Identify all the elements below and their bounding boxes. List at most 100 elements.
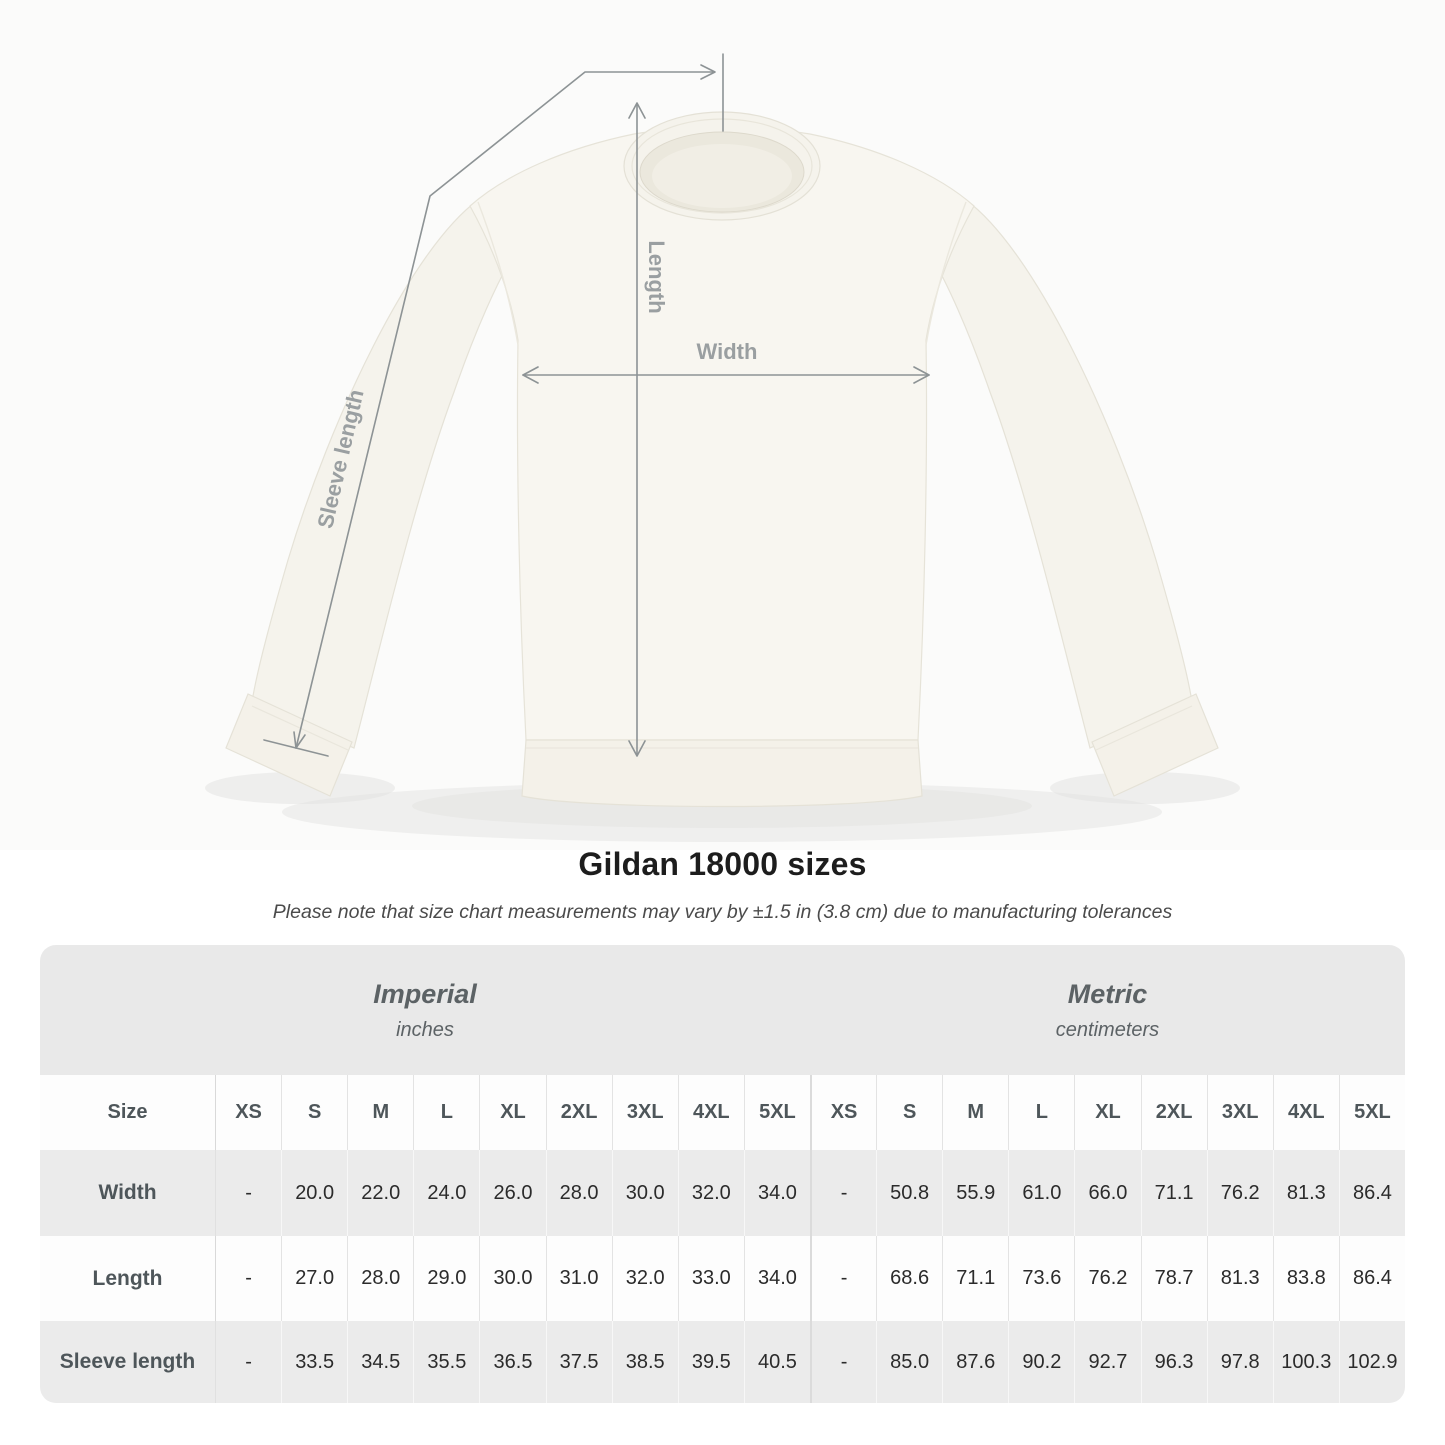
table-cell: 92.7: [1074, 1321, 1140, 1403]
size-col-header-imperial-m: M: [347, 1075, 413, 1150]
table-cell: 34.0: [743, 1150, 810, 1236]
right-cuff: [1091, 693, 1219, 797]
size-col-header-imperial-5xl: 5XL: [743, 1075, 810, 1150]
table-cell: 24.0: [413, 1150, 479, 1236]
table-cell: 32.0: [611, 1236, 678, 1321]
size-col-header-imperial-xs: XS: [215, 1075, 281, 1150]
table-cell: 37.5: [545, 1321, 612, 1403]
table-cell: 55.9: [942, 1150, 1008, 1236]
metric-group-header: Metric centimeters: [809, 945, 1405, 1075]
table-cell: 34.0: [743, 1236, 810, 1321]
size-col-header-metric-3xl: 3XL: [1206, 1075, 1273, 1150]
table-cell: 40.5: [743, 1321, 810, 1403]
table-cell: 100.3: [1272, 1321, 1339, 1403]
unit-group-row: Imperial inches Metric centimeters: [40, 945, 1405, 1075]
table-cell: 34.5: [347, 1321, 413, 1403]
row-label: Sleeve length: [59, 1350, 196, 1373]
table-cell: -: [215, 1321, 281, 1403]
table-cell: 83.8: [1272, 1236, 1339, 1321]
table-cell: 81.3: [1206, 1236, 1273, 1321]
table-cell: 76.2: [1206, 1150, 1273, 1236]
table-cell: 86.4: [1338, 1150, 1405, 1236]
size-table-wrap: Imperial inches Metric centimeters Size XS S M L…: [40, 945, 1405, 1403]
table-cell: 81.3: [1272, 1150, 1339, 1236]
size-col-header-metric-xs: XS: [809, 1075, 876, 1150]
size-col-header-metric-l: L: [1008, 1075, 1074, 1150]
table-cell: 97.8: [1206, 1321, 1273, 1403]
table-cell: 90.2: [1008, 1321, 1074, 1403]
table-cell: 33.0: [677, 1236, 744, 1321]
group-title: Imperial: [373, 978, 477, 1009]
left-cuff: [225, 693, 353, 797]
table-cell: 20.0: [281, 1150, 347, 1236]
table-cell: 28.0: [347, 1236, 413, 1321]
table-cell: 78.7: [1140, 1236, 1207, 1321]
size-col-header-imperial-2xl: 2XL: [545, 1075, 612, 1150]
measurement-annotations: [263, 53, 930, 757]
waistband: [521, 739, 923, 808]
table-cell: 26.0: [479, 1150, 545, 1236]
table-cell: 31.0: [545, 1236, 612, 1321]
table-cell: 22.0: [347, 1150, 413, 1236]
table-row: Sleeve length -33.5 34.5 35.5 36.5 37.5 38.5 39…: [40, 1321, 1405, 1403]
table-cell: 33.5: [281, 1321, 347, 1403]
product-measurement-diagram: Width Length Sleeve length: [205, 53, 1240, 842]
imperial-group-header: Imperial inches: [40, 945, 810, 1075]
table-cell: 76.2: [1074, 1236, 1140, 1321]
size-header-row: Size XS S M L XL 2XL 3XL 4XL 5XL XS S M L XL 2XL 3XL 4XL 5…: [40, 1075, 1405, 1150]
table-cell: -: [215, 1150, 281, 1236]
table-cell: 50.8: [876, 1150, 942, 1236]
group-unit: centimeters: [1055, 1018, 1160, 1041]
sleeve-length-arrow: [263, 53, 724, 757]
size-col-header-imperial-l: L: [413, 1075, 479, 1150]
table-cell: 30.0: [479, 1236, 545, 1321]
tolerance-note: Please note that size chart measurements…: [272, 901, 1173, 923]
table-cell: -: [809, 1321, 876, 1403]
table-cell: 38.5: [611, 1321, 678, 1403]
table-cell: 32.0: [677, 1150, 744, 1236]
length-arrow: [628, 102, 646, 757]
size-col-header-metric-xl: XL: [1074, 1075, 1140, 1150]
table-cell: 102.9: [1338, 1321, 1405, 1403]
table-cell: 86.4: [1338, 1236, 1405, 1321]
group-title: Metric: [1067, 978, 1148, 1009]
table-cell: 85.0: [876, 1321, 942, 1403]
page-title: Gildan 18000 sizes: [578, 846, 867, 882]
table-cell: 66.0: [1074, 1150, 1140, 1236]
size-corner-header: Size: [107, 1101, 148, 1123]
table-cell: 68.6: [876, 1236, 942, 1321]
table-cell: 36.5: [479, 1321, 545, 1403]
size-col-header-metric-5xl: 5XL: [1338, 1075, 1405, 1150]
row-label: Length: [92, 1266, 163, 1290]
table-cell: -: [809, 1236, 876, 1321]
table-cell: 39.5: [677, 1321, 744, 1403]
size-col-header-metric-s: S: [876, 1075, 942, 1150]
table-cell: 73.6: [1008, 1236, 1074, 1321]
table-cell: 29.0: [413, 1236, 479, 1321]
width-label: Width: [697, 339, 758, 364]
row-label: Width: [98, 1181, 157, 1204]
width-arrow: [522, 366, 930, 384]
table-cell: 71.1: [1140, 1150, 1207, 1236]
table-cell: 71.1: [942, 1236, 1008, 1321]
size-col-header-metric-m: M: [942, 1075, 1008, 1150]
table-cell: 87.6: [942, 1321, 1008, 1403]
size-col-header-metric-2xl: 2XL: [1140, 1075, 1207, 1150]
table-cell: -: [809, 1150, 876, 1236]
table-cell: 61.0: [1008, 1150, 1074, 1236]
sweatshirt-body: [469, 127, 975, 741]
table-row: Width -20.0 22.0 24.0 26.0 28.0 30.0 32.0 34.0-5…: [40, 1150, 1405, 1236]
size-col-header-imperial-xl: XL: [479, 1075, 545, 1150]
table-cell: 96.3: [1140, 1321, 1207, 1403]
table-row: Length -27.0 28.0 29.0 30.0 31.0 32.0 33.0 34.0-…: [40, 1236, 1405, 1321]
size-col-header-metric-4xl: 4XL: [1272, 1075, 1339, 1150]
length-label: Length: [644, 240, 669, 313]
size-col-header-imperial-4xl: 4XL: [677, 1075, 744, 1150]
table-cell: 30.0: [611, 1150, 678, 1236]
group-unit: inches: [396, 1018, 454, 1041]
table-cell: 27.0: [281, 1236, 347, 1321]
table-cell: -: [215, 1236, 281, 1321]
sweatshirt-photo: [205, 111, 1240, 842]
size-col-header-imperial-3xl: 3XL: [611, 1075, 678, 1150]
